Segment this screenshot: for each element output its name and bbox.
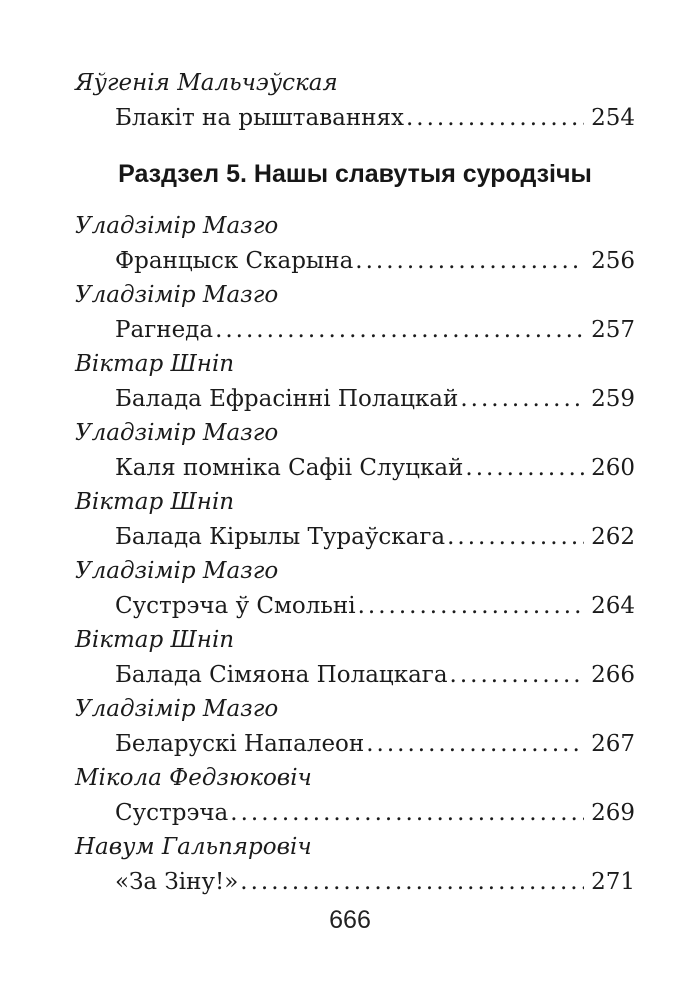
toc-page-content: Яўгенія Мальчэўская Блакіт на рыштавання… <box>75 66 635 899</box>
section-heading: Раздзел 5. Нашы славутыя суродзічы <box>118 160 592 188</box>
toc-entry-author: Віктар Шніп <box>75 489 235 515</box>
toc-entry-author: Уладзімір Мазго <box>75 696 279 722</box>
toc-entry-title: Беларускі Напалеон <box>115 730 365 757</box>
toc-entry-author: Мікола Федзюковіч <box>75 765 312 791</box>
toc-entry-title-line: Блакіт на рыштаваннях 254 <box>75 101 635 136</box>
dot-leader <box>406 101 584 136</box>
toc-entry: Навум Гальпяровіч «За Зіну!» 271 <box>75 830 635 899</box>
toc-entry-page-number: 266 <box>591 661 635 688</box>
toc-entry: Віктар Шніп Балада Ефрасінні Полацкай 25… <box>75 347 635 416</box>
toc-entry-title: «За Зіну!» <box>115 868 239 895</box>
toc-entry-author: Уладзімір Мазго <box>75 558 279 584</box>
toc-entry-title: Рагнеда <box>115 316 214 343</box>
toc-entry-page-number: 259 <box>591 385 635 412</box>
toc-entry-page-number: 257 <box>591 316 635 343</box>
dot-leader <box>230 796 584 831</box>
toc-entry-title-line: Беларускі Напалеон 267 <box>75 727 635 762</box>
toc-entry: Уладзімір Мазго Беларускі Напалеон 267 <box>75 692 635 761</box>
toc-entry-title: Сустрэча <box>115 799 229 826</box>
dot-leader <box>355 244 584 279</box>
toc-entry-title: Блакіт на рыштаваннях <box>115 104 404 131</box>
toc-entry-title-line: Рагнеда 257 <box>75 313 635 348</box>
toc-entry: Віктар Шніп Балада Кірылы Тураўскага 262 <box>75 485 635 554</box>
toc-entry-page-number: 264 <box>591 592 635 619</box>
toc-entry-author: Віктар Шніп <box>75 627 235 653</box>
toc-entry-title-line: «За Зіну!» 271 <box>75 865 635 900</box>
toc-list-main: Уладзімір Мазго Францыск Скарына 256 Ула… <box>75 209 635 899</box>
toc-entry-author: Навум Гальпяровіч <box>75 834 312 860</box>
toc-entry-author: Віктар Шніп <box>75 351 235 377</box>
toc-entry-page-number: 260 <box>591 454 635 481</box>
toc-entry-page-number: 256 <box>591 247 635 274</box>
toc-entry: Уладзімір Мазго Каля помніка Сафіі Слуцк… <box>75 416 635 485</box>
dot-leader <box>366 727 584 762</box>
toc-entry: Мікола Федзюковіч Сустрэча 269 <box>75 761 635 830</box>
toc-entry-title-line: Сустрэча ў Смольні 264 <box>75 589 635 624</box>
page-number-folio: 666 <box>329 906 371 934</box>
dot-leader <box>358 589 585 624</box>
toc-entry: Віктар Шніп Балада Сімяона Полацкага 266 <box>75 623 635 692</box>
toc-entry-author: Уладзімір Мазго <box>75 282 279 308</box>
toc-entry: Уладзімір Мазго Сустрэча ў Смольні 264 <box>75 554 635 623</box>
toc-entry-title: Балада Ефрасінні Полацкай <box>115 385 459 412</box>
toc-entry-page-number: 262 <box>591 523 635 550</box>
toc-entry-title: Сустрэча ў Смольні <box>115 592 356 619</box>
toc-entry: Уладзімір Мазго Францыск Скарына 256 <box>75 209 635 278</box>
toc-entry: Уладзімір Мазго Рагнеда 257 <box>75 278 635 347</box>
toc-entry-page-number: 271 <box>591 868 635 895</box>
toc-entry-title-line: Балада Ефрасінні Полацкай 259 <box>75 382 635 417</box>
dot-leader <box>215 313 584 348</box>
toc-entry-title: Каля помніка Сафіі Слуцкай <box>115 454 464 481</box>
toc-entry-title-line: Сустрэча 269 <box>75 796 635 831</box>
dot-leader <box>465 451 584 486</box>
dot-leader <box>450 658 585 693</box>
toc-entry-title-line: Балада Кірылы Тураўскага 262 <box>75 520 635 555</box>
toc-entry-title-line: Францыск Скарына 256 <box>75 244 635 279</box>
dot-leader <box>447 520 584 555</box>
toc-entry: Яўгенія Мальчэўская Блакіт на рыштавання… <box>75 66 635 135</box>
toc-entry-page-number: 269 <box>591 799 635 826</box>
dot-leader <box>240 865 584 900</box>
toc-entry-author: Яўгенія Мальчэўская <box>75 70 338 96</box>
toc-entry-title-line: Балада Сімяона Полацкага 266 <box>75 658 635 693</box>
toc-list-top: Яўгенія Мальчэўская Блакіт на рыштавання… <box>75 66 635 135</box>
toc-entry-title: Францыск Скарына <box>115 247 354 274</box>
toc-entry-title: Балада Кірылы Тураўскага <box>115 523 446 550</box>
toc-entry-title: Балада Сімяона Полацкага <box>115 661 448 688</box>
toc-entry-page-number: 254 <box>591 104 635 131</box>
toc-entry-page-number: 267 <box>591 730 635 757</box>
toc-entry-author: Уладзімір Мазго <box>75 420 279 446</box>
toc-entry-title-line: Каля помніка Сафіі Слуцкай 260 <box>75 451 635 486</box>
dot-leader <box>460 382 584 417</box>
toc-entry-author: Уладзімір Мазго <box>75 213 279 239</box>
